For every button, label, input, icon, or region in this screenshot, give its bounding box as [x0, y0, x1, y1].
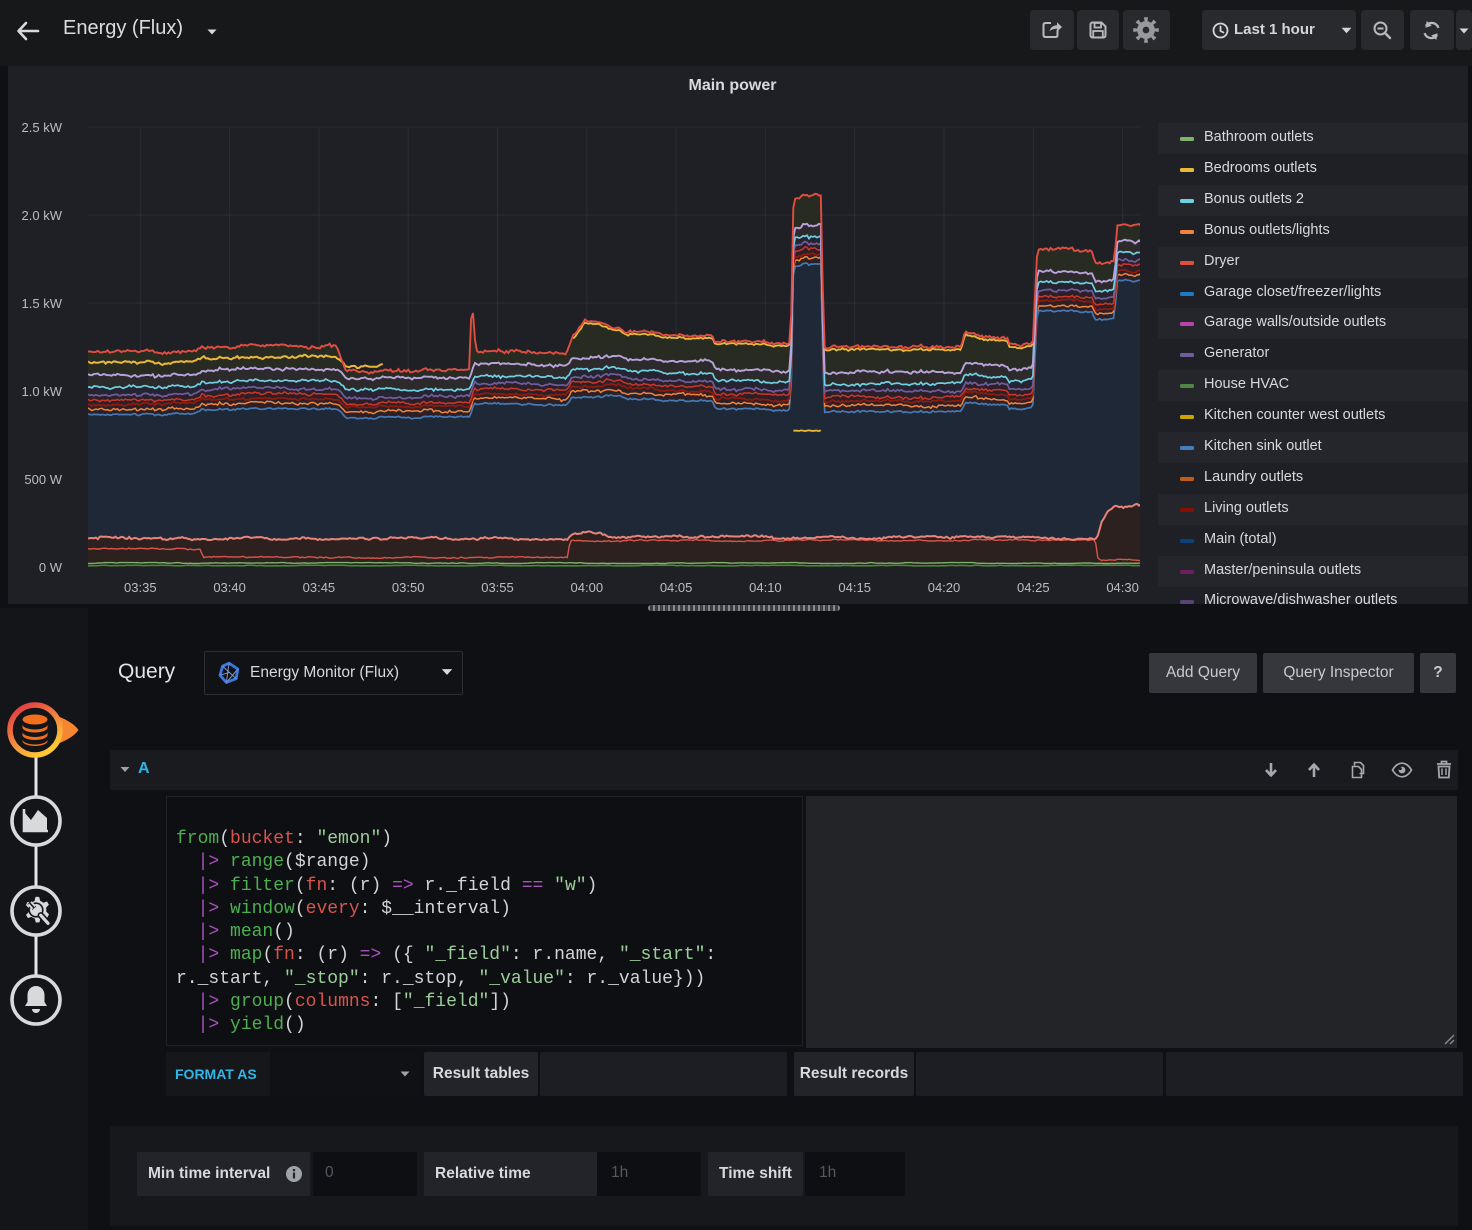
svg-text:03:40: 03:40 — [213, 580, 246, 595]
svg-text:04:00: 04:00 — [571, 580, 604, 595]
svg-text:03:35: 03:35 — [124, 580, 157, 595]
svg-text:1.5 kW: 1.5 kW — [22, 296, 63, 311]
svg-text:500 W: 500 W — [24, 472, 62, 487]
svg-text:1.0 kW: 1.0 kW — [22, 384, 63, 399]
svg-text:03:45: 03:45 — [303, 580, 336, 595]
svg-text:04:20: 04:20 — [928, 580, 961, 595]
svg-text:2.5 kW: 2.5 kW — [22, 120, 63, 135]
svg-text:04:15: 04:15 — [838, 580, 871, 595]
svg-text:04:05: 04:05 — [660, 580, 693, 595]
svg-text:0 W: 0 W — [39, 560, 63, 575]
svg-text:03:55: 03:55 — [481, 580, 514, 595]
svg-text:2.0 kW: 2.0 kW — [22, 208, 63, 223]
svg-text:04:10: 04:10 — [749, 580, 782, 595]
svg-text:04:25: 04:25 — [1017, 580, 1050, 595]
svg-text:03:50: 03:50 — [392, 580, 425, 595]
svg-text:04:30: 04:30 — [1106, 580, 1139, 595]
